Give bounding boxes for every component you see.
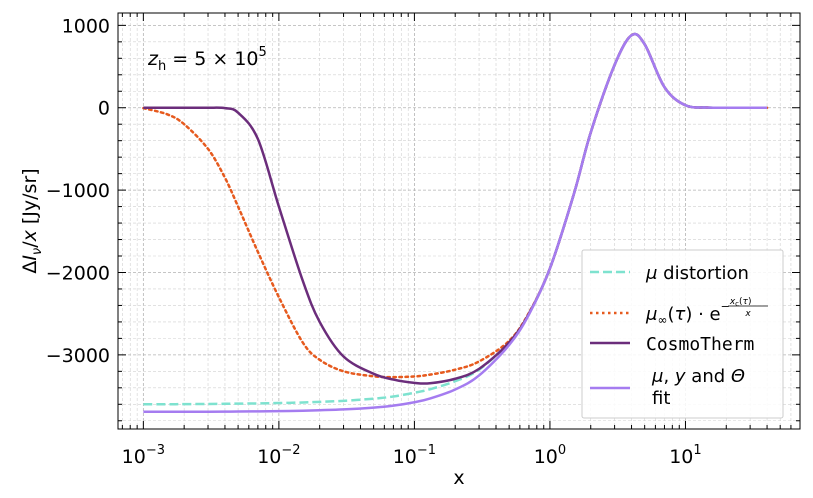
legend-label-mu-inf: μ∞(τ) · e−xc(τ) [645, 297, 751, 327]
grid-lines [118, 13, 801, 429]
y-tick-label: −1000 [46, 180, 110, 202]
x-axis-label: x [453, 467, 464, 489]
y-tick-labels: 1000 0 −1000 −2000 −3000 [46, 15, 110, 367]
x-tick-label: 100 [534, 443, 566, 468]
x-tick-label: 10−3 [122, 443, 165, 468]
redshift-annotation: zh = 5 × 105 [147, 45, 267, 74]
y-tick-label: 1000 [62, 15, 110, 37]
legend: μ distortion μ∞(τ) · e−xc(τ) x CosmoTher… [581, 249, 784, 419]
y-tick-label: 0 [98, 98, 110, 120]
y-tick-label: −3000 [46, 345, 110, 367]
axis-ticks [118, 13, 801, 429]
series-line-4 [143, 32, 768, 413]
legend-exponent-denominator: x [744, 309, 751, 319]
y-axis-label: ΔIν/x [Jy/sr] [19, 168, 45, 273]
y-tick-label: −2000 [46, 262, 110, 284]
plot-frame [117, 12, 801, 430]
legend-label-mu: μ distortion [645, 263, 749, 284]
series-lines [142, 32, 769, 413]
legend-box [581, 249, 784, 419]
x-tick-label: 10−2 [257, 443, 300, 468]
x-tick-labels: 10−3 10−2 10−1 100 101 [122, 443, 702, 468]
x-tick-label: 10−1 [393, 443, 436, 468]
x-tick-label: 101 [669, 443, 701, 468]
legend-label-cosmotherm: CosmoTherm [646, 334, 754, 355]
